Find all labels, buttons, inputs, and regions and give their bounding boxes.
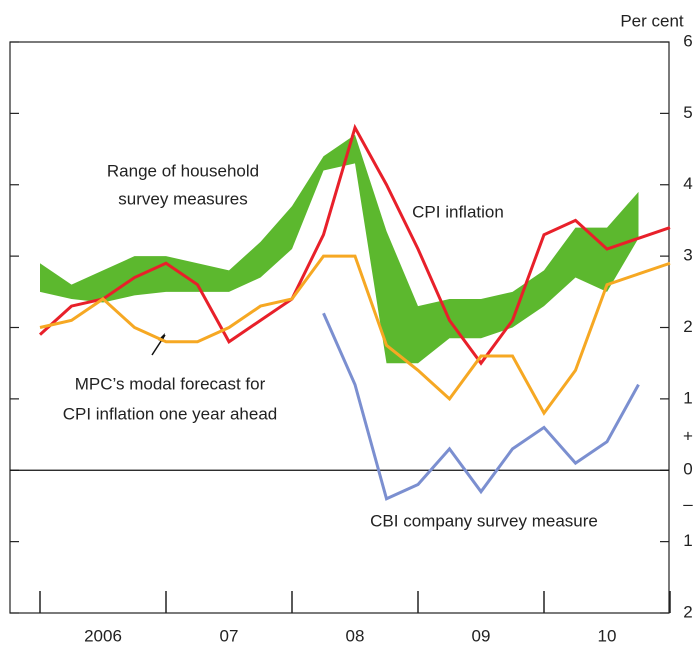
annotation: Range of household bbox=[107, 161, 259, 180]
annotation: CBI company survey measure bbox=[370, 511, 598, 530]
y-tick-label: 0 bbox=[683, 460, 692, 479]
y-unit: Per cent bbox=[620, 11, 684, 30]
y-tick-label: 2 bbox=[683, 317, 692, 336]
y-tick-label: 1 bbox=[683, 388, 692, 407]
series-line bbox=[38, 123, 671, 366]
x-tick-label: 10 bbox=[598, 626, 617, 645]
x-tick-label: 08 bbox=[346, 626, 365, 645]
y-tick-label: 5 bbox=[683, 103, 692, 122]
annotation: CPI inflation bbox=[412, 202, 504, 221]
x-tick-label: 07 bbox=[220, 626, 239, 645]
series-line bbox=[322, 312, 640, 501]
sign-label: – bbox=[683, 494, 693, 513]
y-tick-label: 4 bbox=[683, 174, 692, 193]
y-tick-label: 6 bbox=[683, 31, 692, 50]
y-tick-label: 3 bbox=[683, 246, 692, 265]
x-tick-label: 2006 bbox=[84, 626, 122, 645]
y-tick-label: 2 bbox=[683, 602, 692, 621]
sign-label: + bbox=[683, 426, 693, 445]
x-tick-label: 09 bbox=[472, 626, 491, 645]
annotation: MPC’s modal forecast for bbox=[75, 374, 266, 393]
y-tick-label: 1 bbox=[683, 531, 692, 550]
series-line bbox=[39, 254, 671, 416]
range-band bbox=[40, 134, 639, 364]
annotation: survey measures bbox=[118, 189, 247, 208]
annotation: CPI inflation one year ahead bbox=[63, 404, 278, 423]
